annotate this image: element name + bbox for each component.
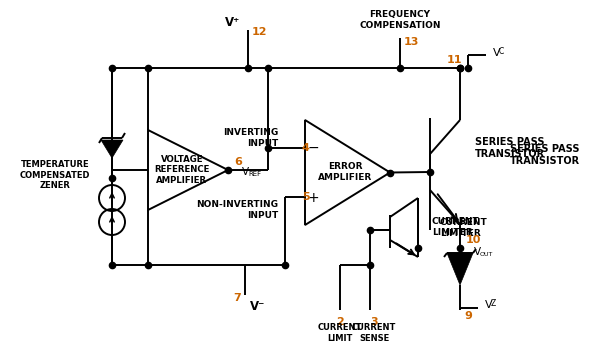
Text: SERIES PASS
TRANSISTOR: SERIES PASS TRANSISTOR: [475, 137, 545, 159]
Text: 9: 9: [464, 311, 472, 321]
Text: Z: Z: [491, 298, 496, 308]
Text: CURRENT
LIMIT: CURRENT LIMIT: [318, 323, 362, 343]
Text: 12: 12: [252, 27, 268, 37]
Text: +: +: [307, 191, 319, 205]
Text: INVERTING
INPUT: INVERTING INPUT: [223, 128, 278, 148]
Text: V⁻: V⁻: [250, 299, 265, 312]
Text: TEMPERATURE
COMPENSATED
ZENER: TEMPERATURE COMPENSATED ZENER: [20, 160, 90, 190]
Text: 10: 10: [466, 235, 481, 245]
Text: VOLTAGE
REFERENCE
AMPLIFIER: VOLTAGE REFERENCE AMPLIFIER: [154, 155, 209, 185]
Text: 6: 6: [234, 157, 242, 167]
Text: ERROR
AMPLIFIER: ERROR AMPLIFIER: [318, 162, 372, 182]
Text: 11: 11: [446, 55, 462, 65]
Text: V⁺: V⁺: [225, 15, 240, 28]
Text: 7: 7: [233, 293, 241, 303]
Text: 5: 5: [302, 192, 310, 202]
Text: CURRENT
LIMITER: CURRENT LIMITER: [440, 218, 488, 238]
Text: NON-INVERTING
INPUT: NON-INVERTING INPUT: [196, 200, 278, 220]
Text: V: V: [474, 247, 481, 257]
Text: C: C: [499, 47, 504, 56]
Text: V: V: [485, 300, 493, 310]
Text: 2: 2: [336, 317, 344, 327]
Polygon shape: [101, 140, 123, 158]
Text: CURRENT
SENSE: CURRENT SENSE: [352, 323, 396, 343]
Text: 3: 3: [370, 317, 378, 327]
Text: −: −: [307, 141, 319, 155]
Polygon shape: [447, 253, 473, 285]
Text: REF: REF: [248, 171, 261, 177]
Text: SERIES PASS
TRANSISTOR: SERIES PASS TRANSISTOR: [510, 144, 580, 166]
Text: V: V: [242, 167, 249, 177]
Text: OUT: OUT: [480, 251, 493, 257]
Text: V: V: [493, 48, 500, 58]
Text: 13: 13: [404, 37, 419, 47]
Text: CURRENT
LIMITER: CURRENT LIMITER: [432, 217, 480, 237]
Text: FREQUENCY
COMPENSATION: FREQUENCY COMPENSATION: [359, 10, 441, 30]
Text: 4: 4: [302, 143, 310, 153]
